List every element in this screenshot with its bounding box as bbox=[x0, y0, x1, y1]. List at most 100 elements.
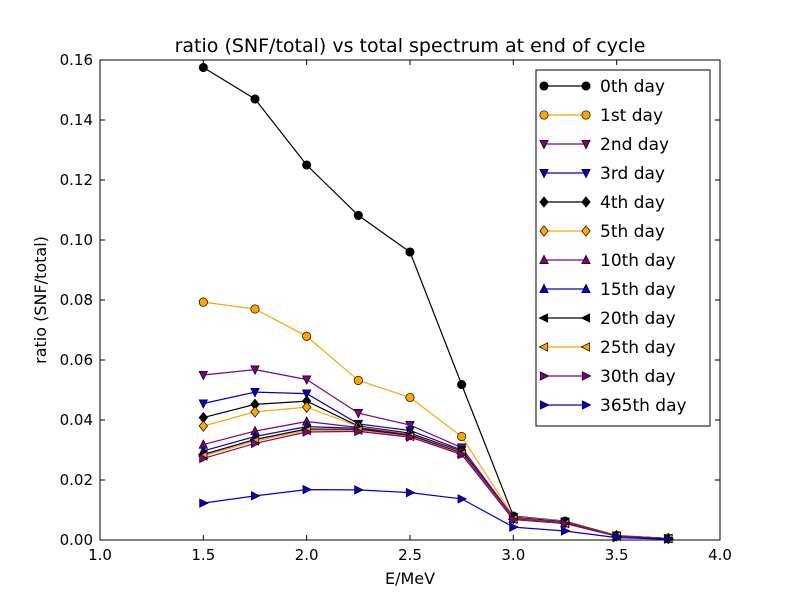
data-point bbox=[302, 331, 312, 341]
legend-marker bbox=[581, 254, 591, 265]
y-tick-label: 0.08 bbox=[60, 291, 93, 309]
x-axis-label: E/MeV bbox=[385, 569, 435, 588]
legend-marker bbox=[581, 110, 591, 120]
x-tick-label: 3.0 bbox=[501, 546, 525, 564]
data-point bbox=[199, 498, 209, 508]
legend-marker bbox=[581, 371, 592, 381]
data-point bbox=[405, 421, 415, 431]
legend-marker bbox=[539, 283, 549, 294]
data-point bbox=[405, 247, 415, 257]
data-point bbox=[353, 409, 364, 419]
legend-marker bbox=[581, 168, 591, 179]
legend-marker bbox=[539, 196, 549, 208]
y-tick-label: 0.00 bbox=[60, 531, 93, 549]
legend-marker bbox=[539, 371, 550, 381]
legend-entry: 30th day bbox=[539, 367, 676, 387]
legend-marker bbox=[581, 139, 591, 150]
legend-label: 0th day bbox=[600, 77, 665, 97]
legend-marker bbox=[581, 225, 591, 237]
data-point bbox=[302, 401, 312, 413]
data-point bbox=[457, 449, 468, 460]
legend-label: 3rd day bbox=[600, 164, 665, 184]
data-point bbox=[198, 297, 208, 307]
x-tick-label: 2.0 bbox=[295, 546, 319, 564]
y-tick-label: 0.12 bbox=[60, 171, 93, 189]
data-point bbox=[353, 375, 363, 385]
legend-entry: 365th day bbox=[539, 396, 687, 416]
data-point bbox=[405, 392, 415, 403]
data-point bbox=[457, 380, 467, 390]
data-point bbox=[198, 420, 208, 432]
legend-marker bbox=[539, 400, 550, 410]
legend-entry: 0th day bbox=[539, 77, 665, 97]
legend-marker bbox=[539, 254, 549, 265]
data-point bbox=[250, 406, 260, 418]
data-point bbox=[198, 370, 209, 381]
legend-label: 20th day bbox=[600, 309, 676, 329]
data-point bbox=[457, 494, 468, 504]
plot-area: 1.0 1.5 2.0 2.5 3.0 3.5 4.0 0.00 0.02 0.04 0.06 0.0… bbox=[60, 51, 732, 564]
legend-label: 365th day bbox=[600, 396, 687, 416]
x-tick-label: 3.5 bbox=[605, 546, 629, 564]
legend-entry: 2nd day bbox=[539, 135, 669, 155]
legend-label: 25th day bbox=[600, 338, 676, 358]
x-tick-label: 1.0 bbox=[88, 546, 112, 564]
data-point bbox=[302, 484, 313, 495]
y-axis-label: ratio (SNF/total) bbox=[31, 236, 50, 364]
legend-entry: 15th day bbox=[539, 280, 676, 300]
legend-entry: 10th day bbox=[539, 251, 676, 271]
legend-marker bbox=[581, 400, 592, 410]
chart-title: ratio (SNF/total) vs total spectrum at e… bbox=[175, 35, 646, 57]
legend-marker bbox=[581, 81, 591, 91]
data-point bbox=[354, 426, 364, 437]
y-tick-label: 0.02 bbox=[60, 471, 93, 489]
legend-entry: 20th day bbox=[538, 309, 676, 329]
data-point bbox=[664, 534, 674, 544]
legend-entry: 4th day bbox=[539, 193, 665, 213]
legend-entry: 1st day bbox=[539, 106, 663, 126]
data-point bbox=[354, 485, 364, 495]
legend-label: 30th day bbox=[600, 367, 676, 387]
data-point bbox=[302, 427, 313, 437]
data-point bbox=[198, 399, 209, 409]
legend-label: 5th day bbox=[600, 222, 665, 242]
series-line bbox=[203, 488, 669, 540]
legend-marker bbox=[581, 196, 591, 208]
y-tick-label: 0.14 bbox=[60, 111, 93, 129]
legend: 0th day 1st day 2nd day 3rd day 4th day 5th d… bbox=[535, 69, 711, 427]
data-point bbox=[250, 94, 260, 104]
x-tick-label: 4.0 bbox=[708, 546, 732, 564]
legend-marker bbox=[580, 313, 591, 323]
legend-box bbox=[535, 69, 711, 427]
x-tick-label: 2.5 bbox=[398, 546, 422, 564]
legend-marker bbox=[539, 139, 549, 150]
legend-marker bbox=[539, 168, 549, 179]
data-point bbox=[560, 518, 571, 529]
data-point bbox=[457, 431, 467, 442]
data-point bbox=[509, 514, 519, 525]
data-point bbox=[301, 375, 312, 385]
y-tick-label: 0.10 bbox=[60, 231, 93, 249]
legend-label: 2nd day bbox=[600, 135, 669, 155]
legend-label: 10th day bbox=[600, 251, 676, 271]
legend-marker bbox=[539, 81, 549, 91]
data-point bbox=[199, 453, 209, 464]
legend-marker bbox=[538, 313, 549, 323]
legend-marker bbox=[538, 342, 549, 352]
series-365th-day bbox=[199, 484, 674, 544]
data-point bbox=[250, 438, 261, 449]
data-point bbox=[250, 365, 260, 376]
data-point bbox=[250, 491, 261, 501]
legend-entry: 25th day bbox=[538, 338, 676, 358]
data-point bbox=[198, 62, 208, 73]
legend-marker bbox=[539, 225, 549, 237]
data-point bbox=[509, 522, 519, 532]
legend-entry: 3rd day bbox=[539, 164, 665, 184]
legend-entry: 5th day bbox=[539, 222, 665, 242]
data-point bbox=[250, 388, 260, 398]
data-point bbox=[301, 389, 312, 400]
axes-frame bbox=[99, 59, 721, 541]
legend-marker bbox=[581, 283, 591, 294]
y-tick-label: 0.16 bbox=[60, 51, 93, 69]
